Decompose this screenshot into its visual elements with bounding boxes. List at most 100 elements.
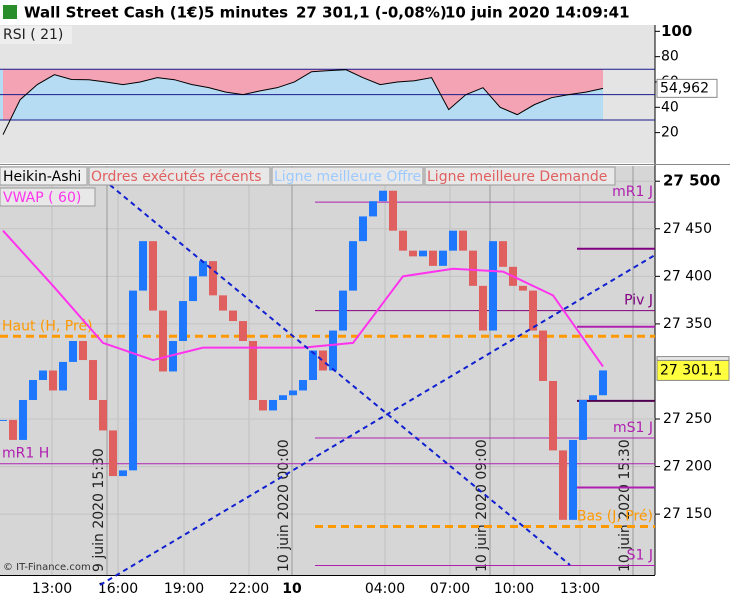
candle <box>519 285 527 291</box>
tab-label[interactable]: Heikin-Ashi <box>3 169 81 185</box>
candle <box>449 230 457 251</box>
candle <box>329 330 337 371</box>
last-price: 27 301,1 <box>660 362 722 378</box>
candle <box>539 330 547 381</box>
candle <box>269 399 277 411</box>
last-value: 54,962 <box>660 80 709 96</box>
vwap-line <box>2 230 604 368</box>
rsi-title: RSI ( 21) <box>3 27 63 43</box>
candle <box>439 250 447 266</box>
separator-label: 9 juin 2020 15:30 <box>91 448 107 572</box>
tab-label[interactable]: Ligne meilleure Demande <box>427 169 607 185</box>
interval: 5 minutes <box>204 4 288 22</box>
title: Wall Street Cash (1€) <box>24 4 204 22</box>
rsi-line <box>2 69 604 135</box>
candle <box>569 439 577 520</box>
candle <box>219 295 227 311</box>
value-box <box>656 78 718 98</box>
candle <box>69 341 77 362</box>
candle <box>119 470 127 477</box>
candle <box>199 261 207 277</box>
candle <box>289 390 297 396</box>
candle <box>19 399 27 440</box>
candle <box>599 370 607 396</box>
candle <box>89 360 97 400</box>
candle <box>549 380 557 451</box>
y-tick-label: 40 <box>661 99 679 115</box>
y-tick-label: 80 <box>661 49 679 65</box>
candle <box>309 350 317 381</box>
candle <box>469 250 477 286</box>
candle <box>589 395 597 400</box>
level-label: Haut (H, Pré) <box>2 318 93 334</box>
tab[interactable] <box>0 187 96 207</box>
price-box <box>656 359 730 381</box>
x-tick-label: 10 <box>282 581 302 597</box>
y-tick-label: 27 450 <box>663 221 712 237</box>
tab[interactable] <box>271 166 424 186</box>
indicator-name[interactable]: VWAP ( 60) <box>3 190 81 206</box>
candle <box>139 241 147 291</box>
level-label: S1 J <box>627 547 653 563</box>
candle <box>349 241 357 291</box>
candle <box>0 419 7 421</box>
tab[interactable] <box>424 166 616 186</box>
y-tick-label: 27 500 <box>663 172 720 190</box>
candle <box>99 399 107 431</box>
candle <box>369 201 377 217</box>
y-tick-label: 100 <box>661 22 692 40</box>
y-tick-label: 27 350 <box>663 316 712 332</box>
candle <box>189 276 197 302</box>
tab[interactable] <box>88 166 271 186</box>
candle <box>399 230 407 251</box>
candle <box>9 419 17 440</box>
candle <box>279 395 287 400</box>
x-tick-label: 13:00 <box>560 581 600 597</box>
tab-label[interactable]: Ligne meilleure Offre <box>274 169 421 185</box>
x-tick-label: 13:00 <box>32 581 72 597</box>
separator-label: 10 juin 2020 09:00 <box>474 439 490 572</box>
candle <box>79 341 87 361</box>
tab[interactable] <box>0 166 88 186</box>
level-label: mR1 H <box>2 446 49 462</box>
candle <box>249 341 257 400</box>
tab-label[interactable]: Ordres exécutés récents <box>91 169 262 185</box>
candle <box>59 361 67 391</box>
candle <box>49 370 57 391</box>
candle <box>179 301 187 342</box>
price-layer: 13:00 16:00 19:00 22:00 10 04:00 07:00 10:00 13:… <box>0 166 730 597</box>
candle <box>149 241 157 311</box>
candle <box>389 190 397 231</box>
x-tick-label: 16:00 <box>98 581 138 597</box>
candle <box>579 399 587 440</box>
candle <box>419 250 427 257</box>
candle <box>209 261 217 296</box>
y-tick-label: 27 150 <box>663 506 712 522</box>
y-tick-label: 27 250 <box>663 411 712 427</box>
level-label: Piv J <box>624 293 653 309</box>
candle <box>459 230 467 251</box>
level-label: mR1 J <box>612 184 653 200</box>
trend-line <box>109 184 571 566</box>
candle <box>39 370 47 381</box>
candle <box>159 310 167 372</box>
separator-label: 10 juin 2020 00:00 <box>276 439 292 572</box>
rsi-tab[interactable] <box>0 26 72 44</box>
candle <box>319 350 327 371</box>
candle <box>409 250 417 257</box>
x-tick-label: 07:00 <box>430 581 470 597</box>
candle <box>109 430 117 477</box>
candle <box>499 241 507 267</box>
separator-label: 10 juin 2020 15:30 <box>617 439 633 572</box>
y-tick-label: 20 <box>661 125 679 141</box>
y-tick-label: 27 200 <box>663 459 712 475</box>
candle <box>229 310 237 322</box>
candle <box>429 250 437 266</box>
icon <box>3 5 17 19</box>
candle <box>299 380 307 391</box>
x-tick-label: 10:00 <box>494 581 534 597</box>
candle <box>239 321 247 342</box>
credit: © IT-Finance.com <box>3 562 91 573</box>
